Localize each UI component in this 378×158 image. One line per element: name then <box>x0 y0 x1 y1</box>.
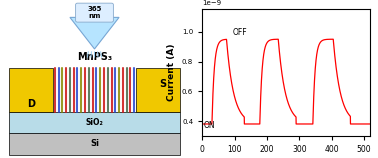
FancyBboxPatch shape <box>9 112 180 133</box>
FancyBboxPatch shape <box>9 133 180 155</box>
FancyBboxPatch shape <box>76 3 113 22</box>
Text: 365
nm: 365 nm <box>87 6 102 19</box>
FancyBboxPatch shape <box>136 68 180 112</box>
Text: MnPS₃: MnPS₃ <box>77 52 112 62</box>
Text: ON: ON <box>204 121 215 130</box>
Text: D: D <box>27 99 35 109</box>
Text: S: S <box>159 79 166 89</box>
Polygon shape <box>70 17 119 49</box>
Text: SiO₂: SiO₂ <box>85 118 104 127</box>
FancyBboxPatch shape <box>9 68 53 112</box>
Text: Si: Si <box>90 139 99 148</box>
Text: OFF: OFF <box>233 28 248 37</box>
Y-axis label: Current (A): Current (A) <box>167 44 177 101</box>
